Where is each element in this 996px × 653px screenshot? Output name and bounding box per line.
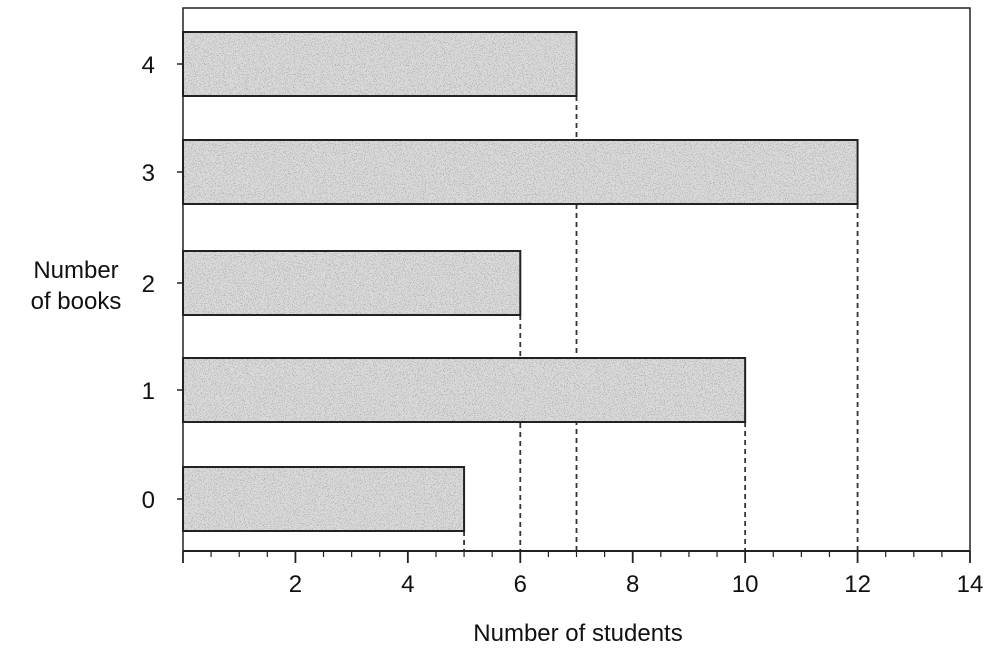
bar-2 bbox=[182, 250, 522, 316]
y-axis-label-line-1: Number bbox=[33, 257, 118, 284]
y-tick-label-0: 0 bbox=[142, 487, 155, 514]
x-tick-label-14: 14 bbox=[957, 571, 984, 598]
bar-0 bbox=[182, 466, 466, 532]
y-axis-label-line-2: of books bbox=[31, 288, 122, 315]
bar-1 bbox=[182, 357, 747, 423]
x-tick-label-2: 2 bbox=[289, 571, 302, 598]
x-tick-label-10: 10 bbox=[732, 571, 759, 598]
bar-4 bbox=[182, 31, 578, 97]
x-tick-label-12: 12 bbox=[844, 571, 871, 598]
y-tick-label-4: 4 bbox=[142, 52, 155, 79]
x-axis-label: Number of students bbox=[473, 620, 682, 647]
bar-0-stipple bbox=[183, 467, 465, 531]
y-tick-label-1: 1 bbox=[142, 378, 155, 405]
bar-1-stipple bbox=[183, 358, 746, 422]
bar-3 bbox=[182, 139, 859, 205]
y-tick-label-3: 3 bbox=[142, 160, 155, 187]
bar-2-stipple bbox=[183, 251, 521, 315]
bar-4-stipple bbox=[183, 32, 577, 96]
x-tick-label-6: 6 bbox=[514, 571, 527, 598]
x-tick-label-4: 4 bbox=[401, 571, 414, 598]
y-tick-label-2: 2 bbox=[142, 271, 155, 298]
bar-3-stipple bbox=[183, 140, 858, 204]
x-tick-label-8: 8 bbox=[626, 571, 639, 598]
